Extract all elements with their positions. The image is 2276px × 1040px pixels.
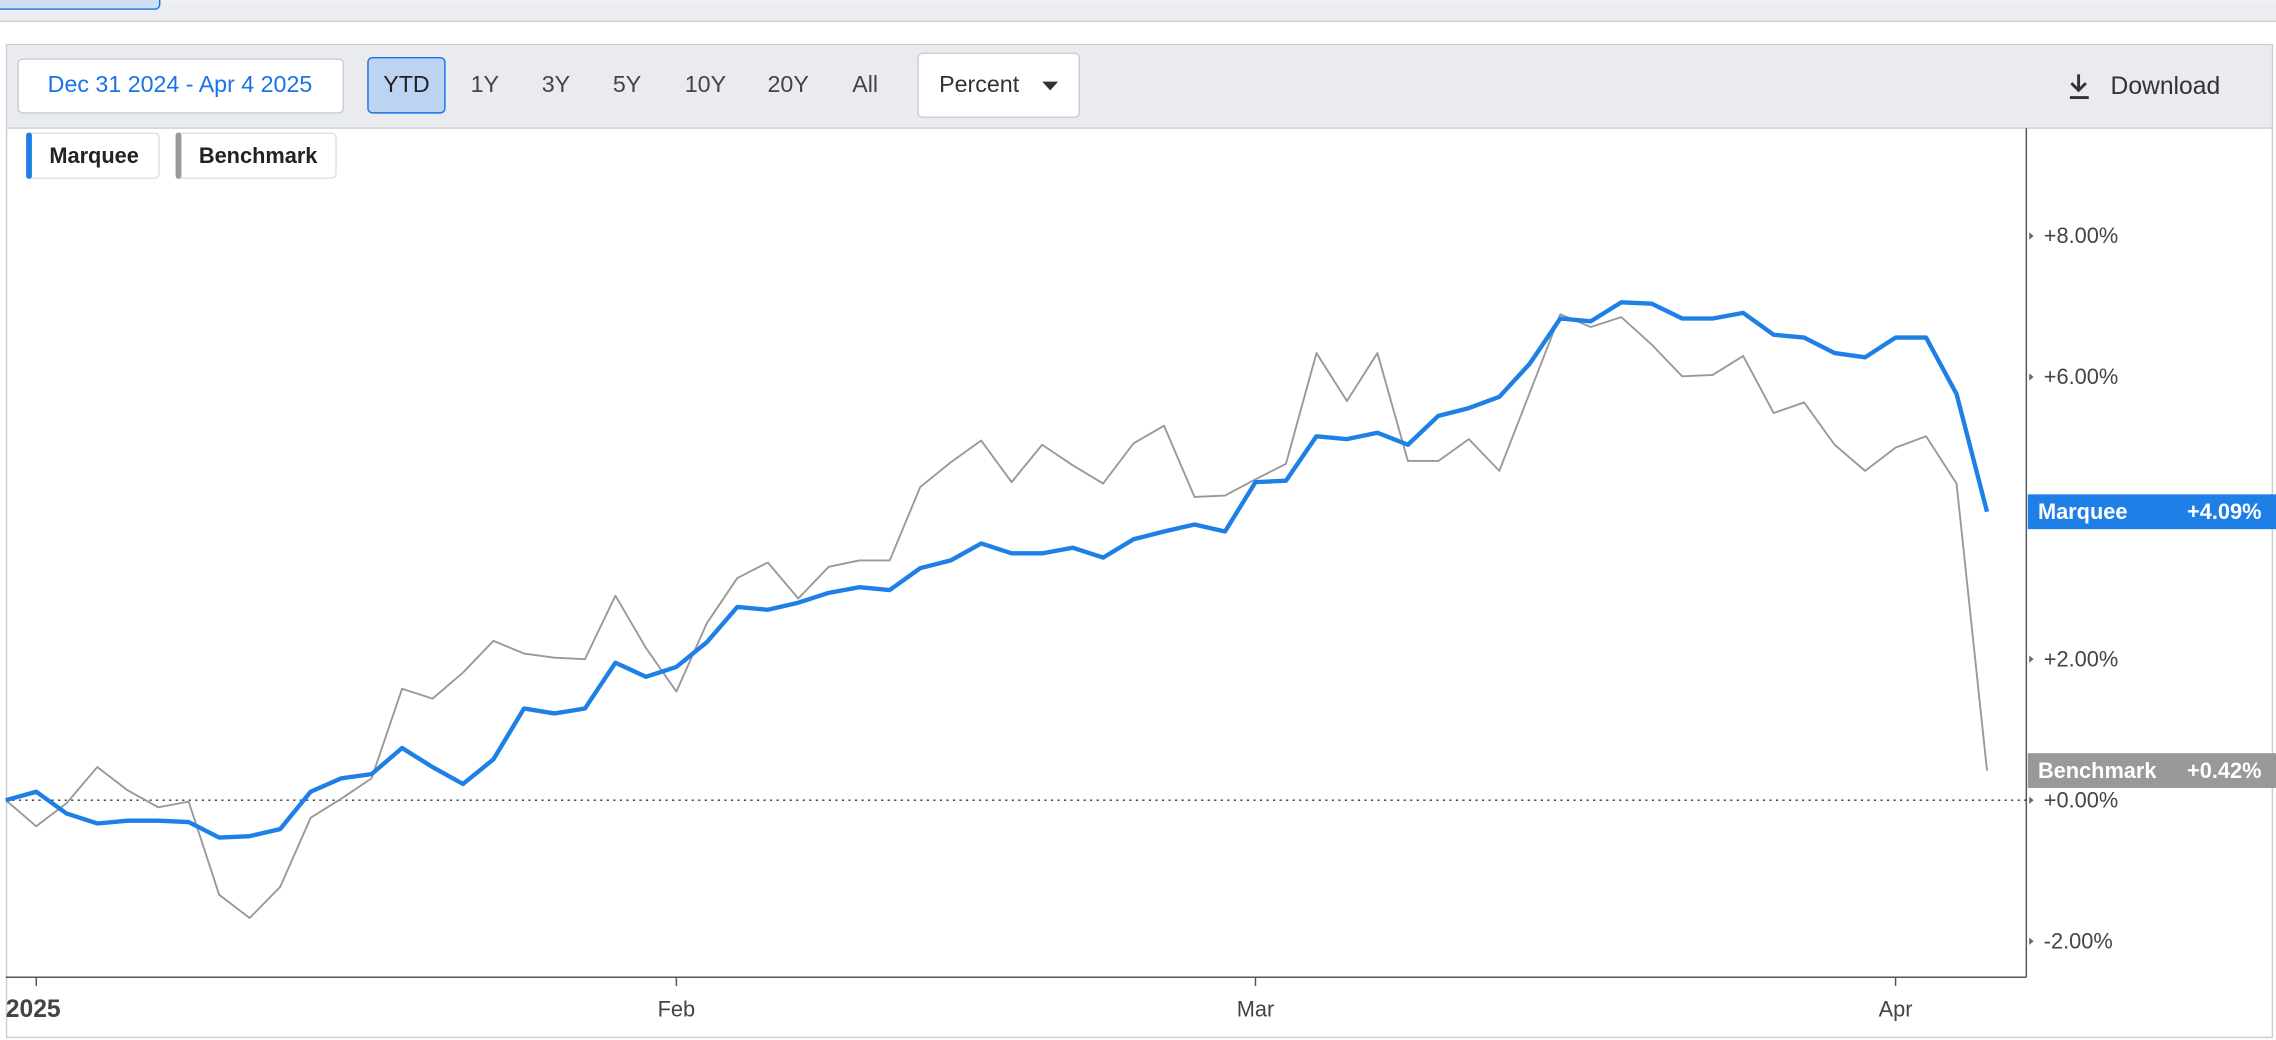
period-button[interactable]: 5Y: [613, 71, 641, 97]
date-range: Dec 31 2024 - Apr 4 2025: [48, 71, 313, 97]
legend-swatch: [26, 132, 32, 179]
y-tick-label: +8.00%: [2044, 223, 2118, 248]
end-label-value: +0.42%: [2187, 758, 2261, 783]
end-label-value: +4.09%: [2187, 499, 2261, 524]
x-tick-label: Mar: [1237, 996, 1274, 1021]
x-tick-label: 2025: [6, 996, 61, 1023]
dropdown-caret: [1042, 81, 1059, 91]
y-tick-label: +0.00%: [2044, 787, 2118, 812]
period-button[interactable]: 1Y: [471, 71, 499, 97]
end-label-box: [2027, 753, 2276, 789]
mode-label: Percent: [939, 71, 1020, 97]
series-line: [5, 313, 1988, 919]
y-tick-label: +2.00%: [2044, 646, 2118, 671]
toolbar: [7, 45, 2272, 129]
end-label-name: Benchmark: [2038, 758, 2157, 783]
x-tick-label: Feb: [658, 996, 696, 1021]
y-tick-mark: [2029, 937, 2034, 945]
y-tick-mark: [2029, 796, 2034, 804]
period-button[interactable]: YTD: [383, 71, 429, 97]
legend-swatch: [175, 132, 182, 179]
y-tick-label: -2.00%: [2044, 928, 2113, 953]
period-buttons: YTD 1Y 3Y 5Y 10Y 20Y All: [367, 56, 878, 114]
top-strip: [0, 0, 2276, 21]
mode-dropdown[interactable]: [917, 52, 1080, 118]
x-tick-label: Apr: [1879, 996, 1913, 1021]
period-button[interactable]: 10Y: [685, 71, 726, 97]
legend-label[interactable]: Benchmark: [199, 143, 318, 168]
series-line: [5, 300, 1990, 840]
chart: -2.00% +0.00% +2.00% +6.00% +8.00% 2025 Feb Mar…: [5, 128, 2276, 1023]
y-tick-mark: [2029, 373, 2034, 381]
period-button[interactable]: 20Y: [768, 71, 809, 97]
download-icon: [2069, 74, 2089, 100]
date-range-box[interactable]: [17, 58, 345, 114]
y-tick-mark: [2029, 232, 2034, 240]
end-label-box: [2027, 494, 2276, 530]
legend-label[interactable]: Marquee: [49, 143, 139, 168]
period-button[interactable]: 3Y: [542, 71, 570, 97]
tab[interactable]: [0, 0, 161, 10]
panel: [5, 43, 2274, 1039]
y-tick-label: +6.00%: [2044, 364, 2118, 389]
download-button[interactable]: Download: [2111, 73, 2221, 100]
y-tick-mark: [2029, 655, 2034, 663]
end-label-name: Marquee: [2038, 499, 2128, 524]
period-active-box[interactable]: [367, 56, 446, 114]
period-button[interactable]: All: [852, 71, 878, 97]
